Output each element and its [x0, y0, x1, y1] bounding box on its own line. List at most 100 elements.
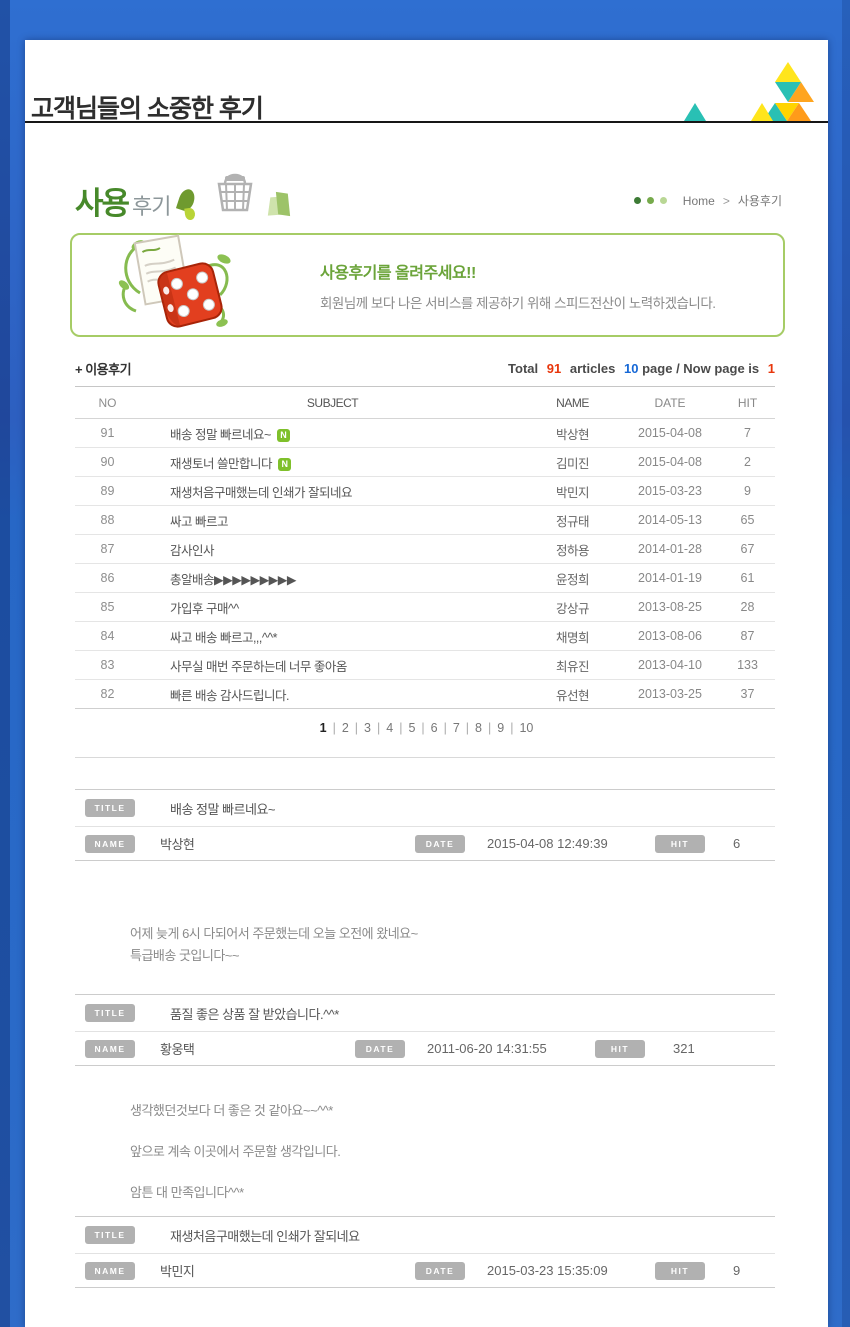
detail-title-text: 재생처음구매했는데 인쇄가 잘되네요 [170, 1228, 360, 1244]
notice-text: 사용후기를 올려주세요!! 회원님께 보다 나은 서비스를 제공하기 위해 스피… [320, 259, 716, 312]
row-date: 2013-08-06 [638, 629, 702, 643]
detail-title-row: TITLE 배송 정말 빠르네요~ [75, 789, 775, 826]
row-subject-text: 가입후 구매^^ [170, 601, 239, 616]
breadcrumb-home-link[interactable]: Home [682, 193, 715, 208]
detail-hit-count: 6 [733, 836, 741, 851]
name-label-badge: NAME [85, 834, 135, 853]
detail-hit-count: 321 [673, 1041, 695, 1056]
review-body-line: 암튼 대 만족입니다^^* [130, 1185, 244, 1200]
notice-box: 사용후기를 올려주세요!! 회원님께 보다 나은 서비스를 제공하기 위해 스피… [70, 233, 785, 337]
pagination: 1 | 2 | 3 | 4 | 5 | 6 | 7 | 8 | 9 | 10 [25, 721, 828, 735]
hit-label-badge: HIT [595, 1039, 645, 1058]
review-detail-block: TITLE 품질 좋은 상품 잘 받았습니다.^^* NAME 황웅택 DATE… [75, 994, 775, 1216]
page-header: 고객님들의 소중한 후기 [25, 40, 828, 123]
triangle-icon [684, 103, 706, 121]
pagination-page-link[interactable]: 8 [475, 721, 482, 735]
row-subject-text: 감사인사 [170, 543, 215, 558]
row-number: 91 [100, 426, 115, 440]
shopping-basket-icon [211, 168, 259, 219]
review-body-line: 앞으로 계속 이곳에서 주문할 생각입니다. [130, 1144, 341, 1159]
row-author: 유선현 [555, 688, 590, 703]
row-author: 채명희 [555, 630, 590, 645]
row-hit-count: 9 [744, 484, 751, 498]
board-logo-text-strong: 사용 [75, 186, 130, 221]
row-hit-count: 28 [740, 600, 755, 614]
row-subject-text: 사무실 매번 주문하는데 너무 좋아옴 [170, 659, 347, 674]
hit-label-badge: HIT [655, 1261, 705, 1280]
row-author: 김미진 [555, 456, 590, 471]
pagination-page-link[interactable]: 6 [430, 721, 438, 735]
review-table: NO SUBJECT NAME DATE HIT 91 배송 정말 빠르네요~ N… [75, 386, 775, 709]
pagination-page-link[interactable]: 5 [408, 721, 416, 735]
current-page-number: 1 [767, 361, 775, 376]
board-logo: 사용 후기 [75, 168, 291, 221]
review-detail-block: TITLE 재생처음구매했는데 인쇄가 잘되네요 NAME 박민지 DATE 2… [75, 1216, 775, 1288]
table-header-row: NO SUBJECT NAME DATE HIT [75, 387, 775, 419]
row-number: 83 [100, 658, 115, 672]
row-date: 2014-01-19 [638, 571, 702, 585]
row-number: 88 [100, 513, 115, 527]
row-subject-link[interactable]: 재생토너 쓸만합니다 N [140, 453, 525, 472]
date-label-badge: DATE [355, 1039, 405, 1058]
total-prefix: Total [508, 361, 539, 376]
date-label-badge: DATE [415, 1261, 465, 1280]
notice-headline: 사용후기를 올려주세요!! [320, 264, 476, 282]
row-number: 89 [100, 484, 115, 498]
row-subject-text: 싸고 빠르고 [170, 514, 228, 529]
row-number: 86 [100, 571, 115, 585]
column-header-subject: SUBJECT [306, 395, 359, 410]
logo-row: 사용 후기 Home > 사용후기 [25, 163, 828, 221]
row-date: 2014-05-13 [638, 513, 702, 527]
row-date: 2013-03-25 [638, 687, 702, 701]
row-subject-link[interactable]: 빠른 배송 감사드립니다.N [140, 685, 525, 704]
row-subject-link[interactable]: 총알배송▶▶▶▶▶▶▶▶▶N [140, 569, 525, 588]
pagination-page-link[interactable]: 2 [341, 721, 349, 735]
total-articles-word: articles [569, 361, 616, 376]
content-sheet: 고객님들의 소중한 후기 사용 후기 [25, 40, 828, 1327]
pagination-separator: | [421, 721, 425, 735]
row-author: 윤정희 [555, 572, 590, 587]
row-subject-link[interactable]: 사무실 매번 주문하는데 너무 좋아옴N [140, 656, 525, 675]
row-number: 90 [100, 455, 115, 469]
pagination-separator: | [488, 721, 492, 735]
pagination-page-link[interactable]: 10 [519, 721, 534, 735]
row-hit-count: 2 [744, 455, 751, 469]
column-header-hit: HIT [737, 395, 758, 410]
row-subject-link[interactable]: 감사인사N [140, 540, 525, 559]
dice-illustration [110, 233, 242, 338]
row-subject-link[interactable]: 배송 정말 빠르네요~ N [140, 424, 525, 443]
breadcrumb-current: 사용후기 [737, 194, 782, 208]
row-hit-count: 37 [740, 687, 755, 701]
detail-hit-count: 9 [733, 1263, 741, 1278]
row-date: 2014-01-28 [638, 542, 702, 556]
detail-title-text: 품질 좋은 상품 잘 받았습니다.^^* [170, 1006, 339, 1022]
pagination-separator: | [332, 721, 336, 735]
detail-datetime: 2011-06-20 14:31:55 [427, 1041, 547, 1056]
pagination-page-link[interactable]: 9 [497, 721, 505, 735]
row-subject-link[interactable]: 싸고 빠르고N [140, 511, 525, 530]
review-table-body: 91 배송 정말 빠르네요~ N 박상현 2015-04-08 7 90 재생토너… [75, 419, 775, 709]
pagination-separator: | [465, 721, 470, 735]
row-subject-link[interactable]: 가입후 구매^^N [140, 598, 525, 617]
triangle-icon [775, 82, 801, 102]
pagination-page-link[interactable]: 3 [364, 721, 371, 735]
pagination-page-link[interactable]: 4 [386, 721, 394, 735]
row-author: 최유진 [555, 659, 590, 674]
row-hit-count: 65 [740, 513, 755, 527]
hit-label-badge: HIT [655, 834, 705, 853]
row-date: 2015-04-08 [638, 455, 702, 469]
row-subject-link[interactable]: 싸고 배송 빠르고,,,^^*N [140, 627, 525, 646]
row-date: 2015-04-08 [638, 426, 702, 440]
table-row: 86 총알배송▶▶▶▶▶▶▶▶▶N 윤정희 2014-01-19 61 [75, 564, 775, 593]
row-subject-text: 빠른 배송 감사드립니다. [170, 688, 289, 703]
detail-title-row: TITLE 품질 좋은 상품 잘 받았습니다.^^* [75, 994, 775, 1031]
pagination-page-link[interactable]: 7 [452, 721, 460, 735]
row-date: 2013-08-25 [638, 600, 702, 614]
pagination-page-link[interactable]: 1 [319, 721, 327, 735]
new-post-icon: N [277, 457, 291, 471]
review-body: 생각했던것보다 더 좋은 것 같아요~~^^* 앞으로 계속 이곳에서 주문할 생… [75, 1066, 775, 1216]
row-subject-text: 싸고 배송 빠르고,,,^^* [170, 630, 277, 645]
row-number: 87 [100, 542, 115, 556]
